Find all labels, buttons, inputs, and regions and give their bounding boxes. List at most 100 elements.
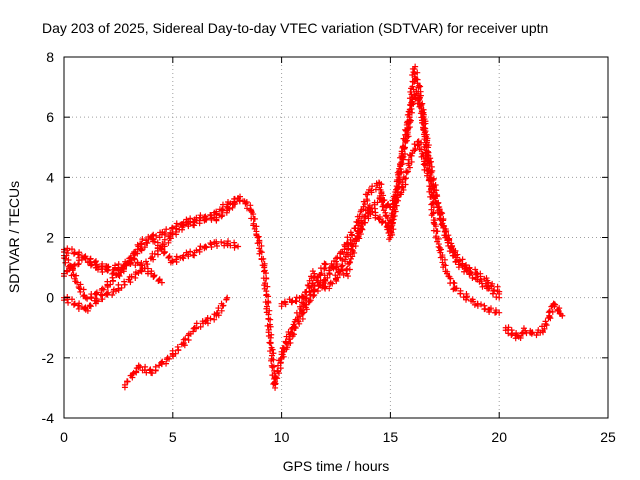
data-point bbox=[82, 255, 89, 262]
data-point bbox=[158, 231, 165, 238]
data-point bbox=[426, 159, 433, 166]
data-point bbox=[148, 270, 155, 277]
marker-trail bbox=[121, 296, 230, 391]
data-point bbox=[415, 138, 422, 145]
plot-area bbox=[61, 63, 566, 391]
x-tick-label: 0 bbox=[60, 429, 68, 445]
x-tick-label: 10 bbox=[274, 429, 290, 445]
data-point bbox=[254, 234, 261, 241]
data-point bbox=[241, 198, 248, 205]
data-point bbox=[82, 294, 89, 301]
data-point bbox=[278, 348, 285, 355]
data-point bbox=[509, 330, 516, 337]
chart-title: Day 203 of 2025, Sidereal Day-to-day VTE… bbox=[42, 20, 548, 36]
series-track-d bbox=[61, 195, 242, 314]
data-point bbox=[528, 330, 535, 337]
data-point bbox=[115, 270, 122, 277]
data-point bbox=[213, 210, 220, 217]
data-point bbox=[387, 225, 394, 232]
data-point bbox=[539, 327, 546, 334]
data-point bbox=[71, 261, 78, 268]
data-point bbox=[104, 282, 111, 289]
data-point bbox=[522, 327, 529, 334]
data-point bbox=[158, 243, 165, 250]
data-point bbox=[311, 270, 318, 277]
data-point bbox=[82, 306, 89, 313]
data-point bbox=[148, 234, 155, 241]
data-point bbox=[441, 228, 448, 235]
data-point bbox=[148, 369, 155, 376]
data-point bbox=[420, 114, 427, 121]
y-tick-label: 8 bbox=[46, 49, 54, 65]
data-point bbox=[148, 255, 155, 262]
data-point bbox=[376, 195, 383, 202]
data-point bbox=[387, 204, 394, 211]
data-point bbox=[202, 318, 209, 325]
data-point bbox=[430, 219, 437, 226]
data-point bbox=[496, 294, 503, 301]
tick-layer: 0 5 10 15 20 25 -4 -2 0 2 4 6 8 bbox=[42, 49, 616, 445]
data-point bbox=[93, 264, 100, 271]
data-point bbox=[67, 264, 74, 271]
data-point bbox=[474, 300, 481, 307]
x-axis-label: GPS time / hours bbox=[283, 458, 390, 474]
data-point bbox=[452, 285, 459, 292]
series-track-h bbox=[278, 138, 503, 310]
data-point bbox=[398, 159, 405, 166]
data-point bbox=[415, 84, 422, 91]
data-point bbox=[300, 300, 307, 307]
data-point bbox=[398, 189, 405, 196]
data-point bbox=[365, 189, 372, 196]
data-point bbox=[515, 333, 522, 340]
y-tick-label: -4 bbox=[42, 410, 55, 426]
data-point bbox=[289, 324, 296, 331]
data-point bbox=[452, 252, 459, 259]
x-tick-label: 20 bbox=[491, 429, 507, 445]
data-point bbox=[463, 294, 470, 301]
data-point bbox=[235, 243, 242, 250]
data-point bbox=[322, 276, 329, 283]
data-point bbox=[322, 261, 329, 268]
data-point bbox=[289, 297, 296, 304]
data-point bbox=[502, 324, 509, 331]
data-point bbox=[137, 240, 144, 247]
y-tick-label: 4 bbox=[46, 169, 54, 185]
data-point bbox=[409, 150, 416, 157]
data-point bbox=[191, 219, 198, 226]
y-tick-label: 2 bbox=[46, 230, 54, 246]
x-tick-label: 15 bbox=[383, 429, 399, 445]
data-point bbox=[430, 189, 437, 196]
y-tick-label: 6 bbox=[46, 109, 54, 125]
data-point bbox=[93, 291, 100, 298]
data-point bbox=[409, 99, 416, 106]
data-point bbox=[422, 162, 429, 169]
data-point bbox=[169, 351, 176, 358]
data-point bbox=[180, 222, 187, 229]
y-axis-label: SDTVAR / TECUs bbox=[6, 181, 22, 293]
data-point bbox=[235, 195, 242, 202]
data-point bbox=[130, 369, 137, 376]
data-point bbox=[343, 249, 350, 256]
data-point bbox=[74, 279, 81, 286]
data-point bbox=[443, 270, 450, 277]
data-point bbox=[180, 339, 187, 346]
data-point bbox=[496, 309, 503, 316]
data-point bbox=[474, 270, 481, 277]
series-track-g bbox=[278, 88, 503, 358]
data-point bbox=[546, 312, 553, 319]
data-point bbox=[485, 306, 492, 313]
data-point bbox=[137, 261, 144, 268]
data-point bbox=[71, 300, 78, 307]
data-point bbox=[559, 312, 566, 319]
data-point bbox=[169, 231, 176, 238]
x-tick-label: 25 bbox=[600, 429, 616, 445]
data-point bbox=[437, 249, 444, 256]
data-point bbox=[126, 258, 133, 265]
data-point bbox=[387, 234, 394, 241]
data-point bbox=[554, 306, 561, 313]
data-point bbox=[248, 207, 255, 214]
data-point bbox=[365, 210, 372, 217]
data-point bbox=[463, 264, 470, 271]
data-point bbox=[261, 264, 268, 271]
